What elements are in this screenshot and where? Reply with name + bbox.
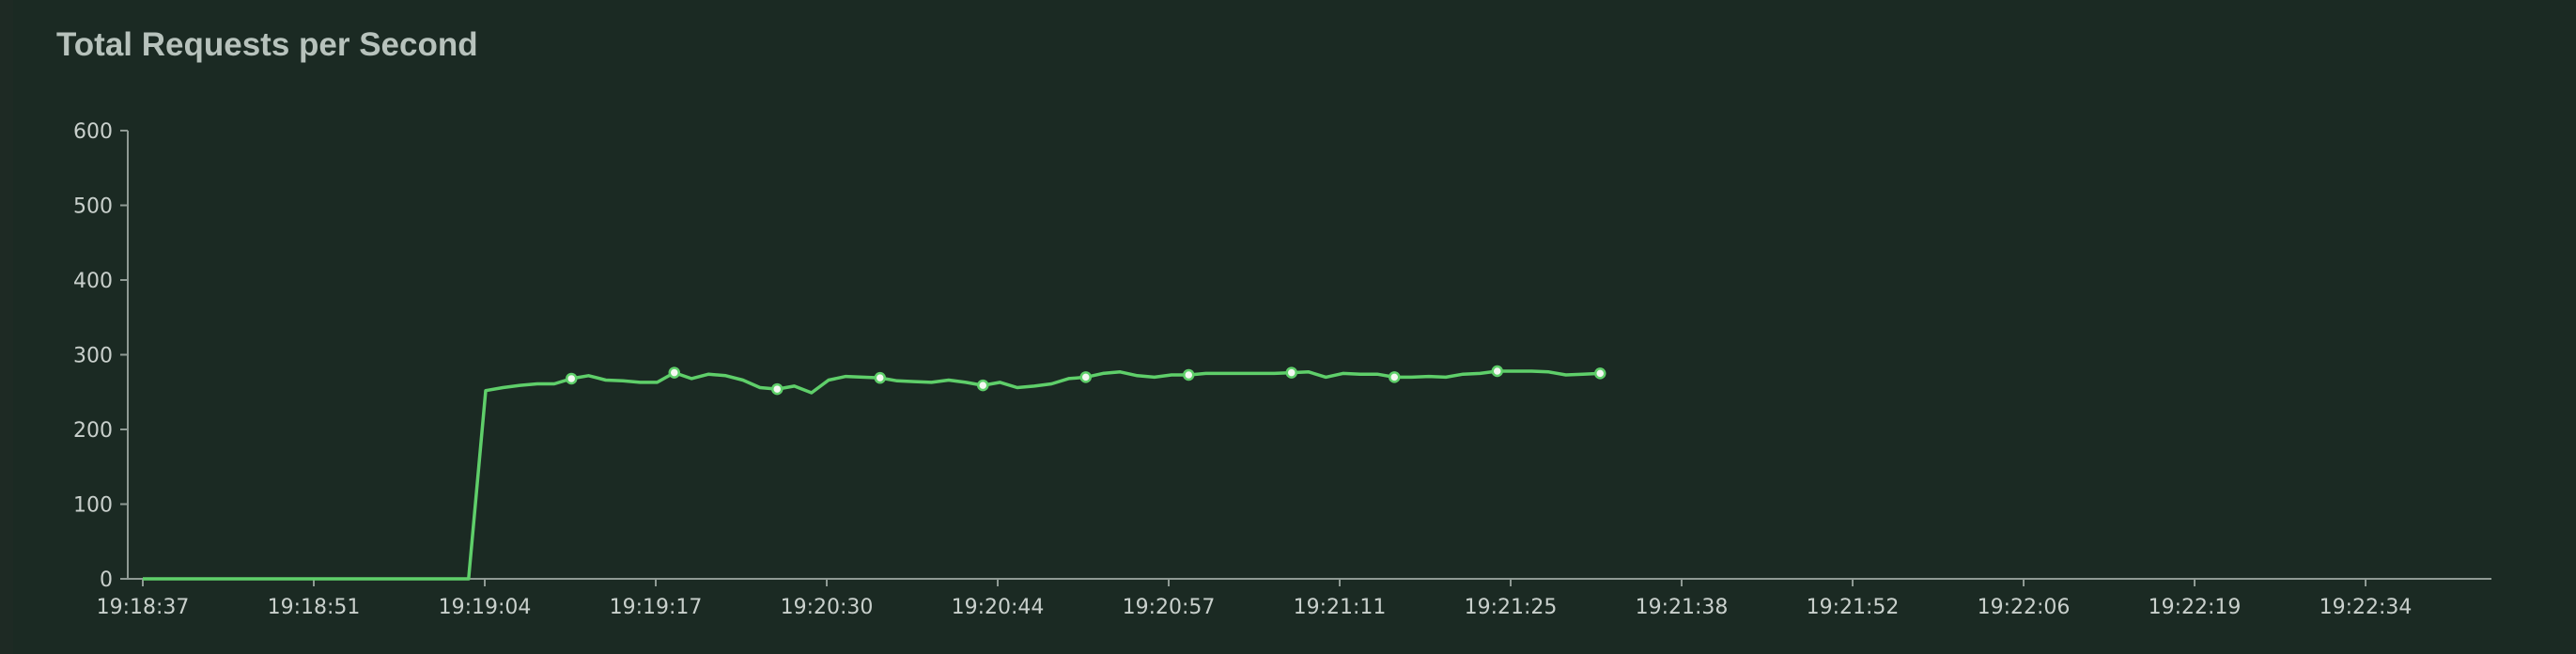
x-tick-label: 19:22:19 bbox=[2149, 596, 2242, 619]
chart-panel: Total Requests per Second bbox=[13, 0, 2576, 654]
y-tick-label: 0 bbox=[100, 568, 113, 592]
x-tick-label: 19:21:52 bbox=[1807, 596, 1900, 619]
data-point-marker bbox=[771, 382, 784, 396]
y-tick-label: 600 bbox=[73, 120, 113, 144]
y-tick-label: 200 bbox=[73, 419, 113, 443]
data-point-marker bbox=[1285, 366, 1297, 379]
data-point-marker bbox=[874, 371, 886, 384]
data-point-marker bbox=[668, 366, 680, 379]
x-tick-label: 19:21:25 bbox=[1465, 596, 1558, 619]
x-tick-label: 19:20:44 bbox=[952, 596, 1045, 619]
panel-title: Total Requests per Second bbox=[56, 26, 478, 63]
y-tick-label: 300 bbox=[73, 345, 113, 368]
x-tick-label: 19:19:17 bbox=[610, 596, 703, 619]
x-tick-label: 19:21:38 bbox=[1636, 596, 1729, 619]
y-tick-label: 500 bbox=[73, 195, 113, 219]
data-point-marker bbox=[566, 372, 578, 385]
x-tick-label: 19:19:04 bbox=[439, 596, 532, 619]
data-point-marker bbox=[1183, 368, 1195, 382]
series-line bbox=[143, 369, 1601, 581]
y-tick-label: 100 bbox=[73, 494, 113, 518]
x-tick-label: 19:18:37 bbox=[97, 596, 190, 619]
y-tick-label: 400 bbox=[73, 270, 113, 293]
x-tick-label: 19:18:51 bbox=[268, 596, 361, 619]
x-tick-label: 19:22:06 bbox=[1978, 596, 2071, 619]
x-tick-label: 19:20:30 bbox=[781, 596, 874, 619]
x-tick-label: 19:22:34 bbox=[2320, 596, 2413, 619]
data-point-marker bbox=[1594, 367, 1606, 380]
x-tick-label: 19:20:57 bbox=[1123, 596, 1216, 619]
x-tick-label: 19:21:11 bbox=[1294, 596, 1387, 619]
data-point-marker bbox=[1491, 365, 1503, 378]
data-point-marker bbox=[1079, 371, 1092, 383]
data-point-marker bbox=[977, 379, 989, 392]
data-point-marker bbox=[1389, 371, 1401, 383]
